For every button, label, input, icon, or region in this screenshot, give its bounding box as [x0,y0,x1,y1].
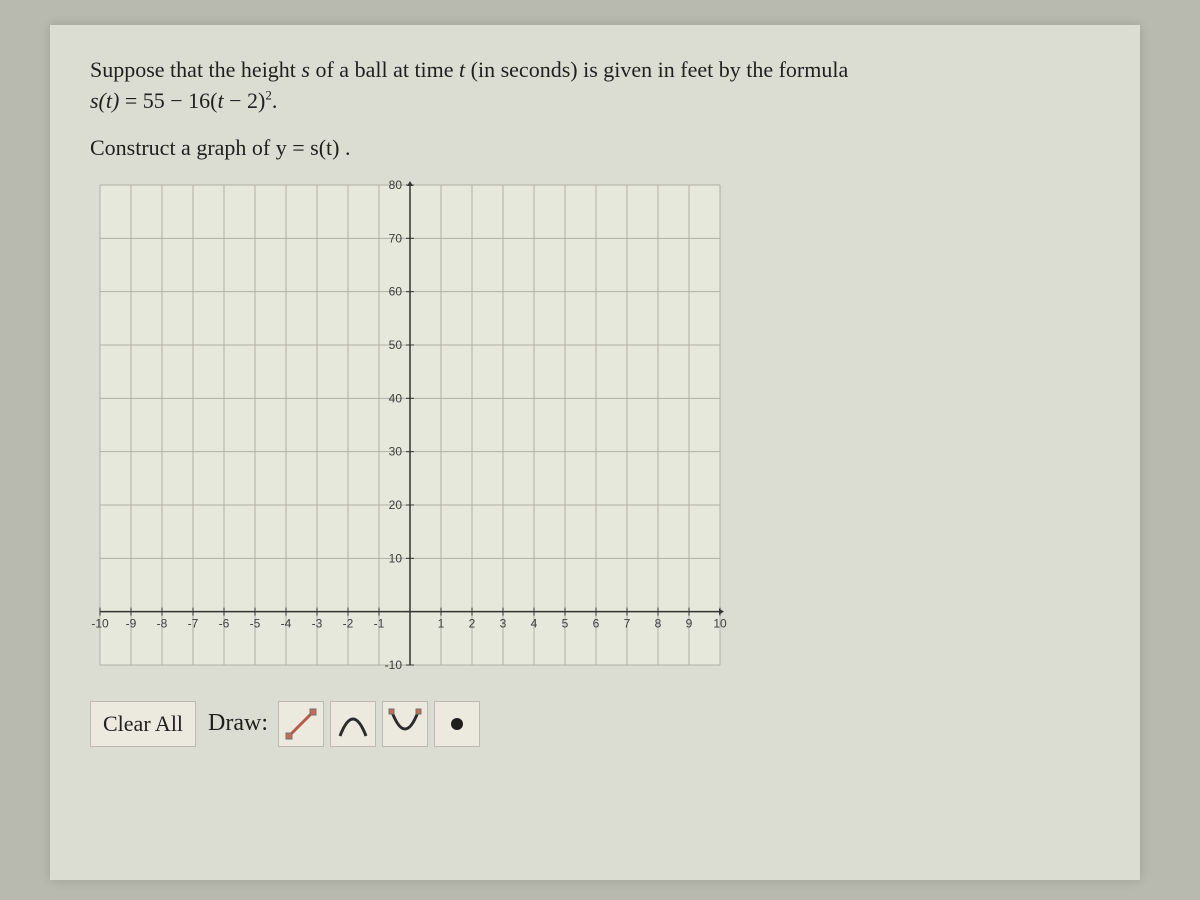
svg-text:60: 60 [389,284,403,298]
svg-text:70: 70 [389,231,403,245]
svg-text:8: 8 [655,616,662,630]
svg-text:-4: -4 [281,616,292,630]
line-icon [283,706,319,742]
svg-text:10: 10 [713,616,727,630]
problem-statement: Suppose that the height s of a ball at t… [90,55,1100,117]
formula-end: . [272,88,278,113]
svg-text:2: 2 [469,616,476,630]
text: = [292,135,310,160]
svg-text:-3: -3 [312,616,323,630]
tool-line-button[interactable] [278,701,324,747]
graph-grid[interactable]: -10 -9 -8 -7 -6 -5 -4 -3 -2 -1 1 2 3 4 5 6 7 8 9 10 -10 10 20 3… [80,175,740,695]
parabola-up-icon [387,706,423,742]
formula: s(t) = 55 − 16(t − 2)2. [90,88,277,113]
svg-text:-2: -2 [343,616,354,630]
draw-label: Draw: [208,710,268,737]
svg-text:-9: -9 [126,616,137,630]
formula-rhs: s(t) [310,135,339,160]
svg-text:30: 30 [389,444,403,458]
svg-text:-5: -5 [250,616,261,630]
svg-text:-7: -7 [188,616,199,630]
draw-toolbar: Clear All Draw: [90,701,1100,747]
text: Suppose that the height [90,57,301,82]
tool-parabola-up-button[interactable] [382,701,428,747]
formula-rhs-a: 55 − 16( [143,88,218,113]
svg-text:80: 80 [389,178,403,192]
svg-text:7: 7 [624,616,631,630]
text: (in seconds) is given in feet by the for… [471,57,849,82]
svg-text:5: 5 [562,616,569,630]
svg-text:3: 3 [500,616,507,630]
point-icon [439,706,475,742]
variable-s: s [301,57,310,82]
formula-eq: = [119,88,142,113]
tool-point-button[interactable] [434,701,480,747]
svg-text:4: 4 [531,616,538,630]
tool-parabola-down-button[interactable] [330,701,376,747]
svg-text:-6: -6 [219,616,230,630]
svg-text:6: 6 [593,616,600,630]
svg-text:50: 50 [389,338,403,352]
svg-text:-1: -1 [374,616,385,630]
formula-rhs-b: − 2) [224,88,266,113]
svg-text:20: 20 [389,498,403,512]
svg-text:40: 40 [389,391,403,405]
variable-t: t [459,57,465,82]
text: of a ball at time [315,57,459,82]
parabola-down-icon [335,706,371,742]
svg-text:-10: -10 [385,658,403,672]
variable-y: y [276,135,287,160]
svg-text:10: 10 [389,551,403,565]
svg-text:1: 1 [438,616,445,630]
svg-text:-10: -10 [91,616,109,630]
worksheet-page: Suppose that the height s of a ball at t… [50,25,1140,880]
text: . [345,135,351,160]
formula-lhs: s(t) [90,88,119,113]
graph-canvas[interactable]: -10 -9 -8 -7 -6 -5 -4 -3 -2 -1 1 2 3 4 5 6 7 8 9 10 -10 10 20 3… [80,175,740,695]
instruction: Construct a graph of y = s(t) . [90,135,1100,161]
clear-all-button[interactable]: Clear All [90,701,196,747]
svg-text:-8: -8 [157,616,168,630]
text: Construct a graph of [90,135,276,160]
svg-text:9: 9 [686,616,693,630]
